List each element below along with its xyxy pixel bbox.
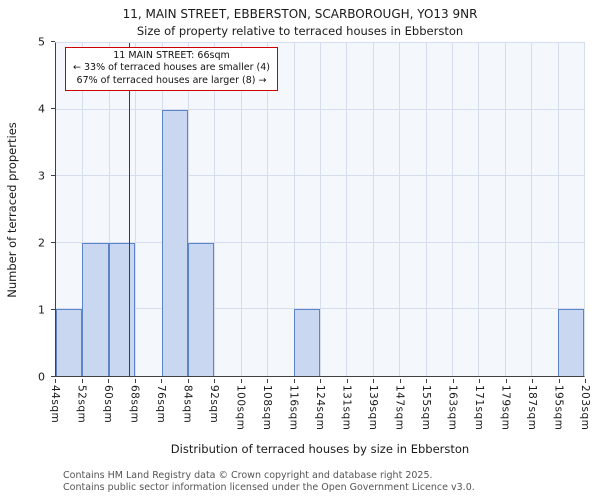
x-tick-label: 52sqm	[75, 385, 88, 424]
chart-title: 11, MAIN STREET, EBBERSTON, SCARBOROUGH,…	[122, 7, 478, 21]
x-tick-label: 92sqm	[208, 385, 220, 424]
x-tick-label: 171sqm	[473, 385, 485, 431]
x-tick-label: 84sqm	[181, 385, 194, 424]
y-tick-label: 2	[38, 236, 45, 250]
annotation-larger-text: 67% of terraced houses are larger (8) →	[76, 74, 267, 86]
histogram-bar	[293, 309, 320, 376]
gridline-vertical	[452, 43, 453, 376]
chart-subtitle: Size of property relative to terraced ho…	[136, 24, 464, 38]
x-axis-ticks: 44sqm 52sqm 60sqm 68sqm 76sqm 84sqm 92sqm 100sq…	[49, 379, 591, 435]
x-tick-mark	[134, 379, 136, 383]
gridline-vertical	[240, 43, 242, 376]
histogram-bar	[82, 242, 109, 376]
gridline-vertical	[346, 43, 348, 376]
x-tick-mark	[293, 379, 295, 383]
gridline-vertical	[425, 43, 427, 376]
x-axis-label: Distribution of terraced houses by size …	[170, 442, 470, 456]
x-tick-mark	[426, 379, 427, 383]
x-tick-label: 76sqm	[155, 385, 167, 424]
x-tick-label: 139sqm	[367, 385, 379, 431]
x-tick-mark	[452, 379, 454, 383]
annotation-smaller-text: ← 33% of terraced houses are smaller (4)	[73, 62, 270, 74]
y-tick-mark	[51, 309, 55, 310]
x-tick-label: 108sqm	[261, 385, 273, 431]
x-tick-mark	[214, 379, 215, 383]
x-tick-mark	[585, 379, 586, 383]
x-tick-mark	[55, 379, 56, 383]
gridline-vertical	[188, 43, 189, 376]
gridline-vertical	[531, 43, 533, 376]
x-tick-label: 203sqm	[579, 385, 591, 431]
x-tick-mark	[346, 379, 348, 383]
x-tick-label: 195sqm	[552, 385, 565, 431]
x-tick-mark	[399, 379, 401, 383]
x-tick-label: 179sqm	[499, 385, 512, 431]
y-tick-mark	[51, 175, 55, 176]
gridline-vertical	[293, 43, 295, 376]
y-tick-label: 1	[38, 303, 45, 317]
histogram-bar	[557, 309, 584, 376]
x-tick-mark	[320, 379, 321, 383]
y-tick-mark	[51, 242, 55, 243]
x-tick-label: 155sqm	[420, 385, 432, 431]
x-tick-label: 163sqm	[446, 385, 459, 431]
histogram-bar	[56, 309, 83, 376]
histogram-bar	[161, 109, 188, 376]
y-tick-mark	[51, 108, 55, 109]
x-tick-mark	[479, 379, 480, 383]
gridline-vertical	[267, 43, 269, 376]
plot-area: 11 MAIN STREET: 66sqm ← 33% of terraced …	[55, 42, 585, 377]
y-axis-ticks: 0 1 2 3 4 5	[0, 36, 55, 384]
x-tick-mark	[187, 379, 189, 383]
gridline-vertical	[399, 43, 401, 376]
x-tick-label: 116sqm	[287, 385, 300, 431]
gridline-vertical	[557, 43, 559, 376]
x-tick-label: 44sqm	[49, 385, 61, 424]
gridline-vertical	[504, 43, 506, 376]
x-tick-label: 131sqm	[340, 385, 353, 431]
x-tick-label: 100sqm	[234, 385, 247, 431]
y-tick-mark	[51, 41, 55, 42]
x-tick-mark	[532, 379, 533, 383]
gridline-vertical	[320, 43, 321, 376]
x-tick-label: 147sqm	[393, 385, 406, 431]
histogram-bar	[108, 242, 136, 376]
x-tick-label: 124sqm	[314, 385, 326, 431]
x-tick-mark	[558, 379, 560, 383]
gridline-vertical	[108, 43, 110, 376]
y-tick-label: 3	[38, 169, 45, 183]
x-tick-mark	[81, 379, 83, 383]
x-tick-label: 60sqm	[102, 385, 114, 424]
x-tick-mark	[108, 379, 109, 383]
annotation-box: 11 MAIN STREET: 66sqm ← 33% of terraced …	[65, 47, 278, 92]
x-tick-mark	[373, 379, 374, 383]
x-tick-mark	[161, 379, 162, 383]
gridline-vertical	[135, 43, 137, 376]
x-tick-mark	[505, 379, 507, 383]
x-tick-label: 68sqm	[128, 385, 141, 424]
attribution-footer: Contains HM Land Registry data © Crown c…	[63, 470, 475, 495]
x-tick-label: 187sqm	[526, 385, 538, 431]
y-tick-mark	[51, 376, 55, 377]
y-tick-label: 5	[38, 35, 45, 49]
y-tick-label: 4	[38, 102, 45, 116]
gridline-vertical	[372, 43, 374, 376]
y-tick-label: 0	[38, 370, 45, 384]
gridline-vertical	[214, 43, 216, 376]
subject-property-marker-line	[128, 43, 131, 376]
gridline-vertical	[82, 43, 84, 376]
footer-line-1: Contains HM Land Registry data © Crown c…	[63, 470, 433, 481]
gridline-vertical	[478, 43, 480, 376]
x-tick-mark	[240, 379, 242, 383]
footer-line-2: Contains public sector information licen…	[63, 482, 475, 494]
annotation-title: 11 MAIN STREET: 66sqm	[113, 50, 230, 61]
histogram-bar	[188, 242, 215, 376]
x-tick-mark	[267, 379, 268, 383]
